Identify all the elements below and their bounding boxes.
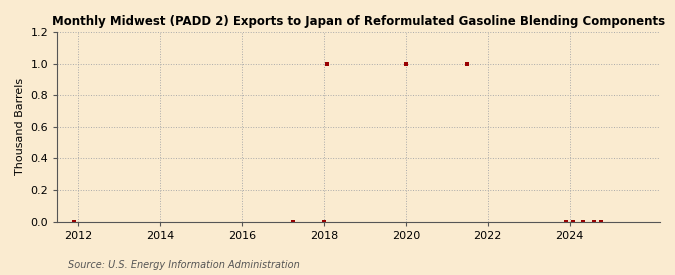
Title: Monthly Midwest (PADD 2) Exports to Japan of Reformulated Gasoline Blending Comp: Monthly Midwest (PADD 2) Exports to Japa…	[52, 15, 666, 28]
Y-axis label: Thousand Barrels: Thousand Barrels	[15, 78, 25, 175]
Text: Source: U.S. Energy Information Administration: Source: U.S. Energy Information Administ…	[68, 260, 299, 270]
